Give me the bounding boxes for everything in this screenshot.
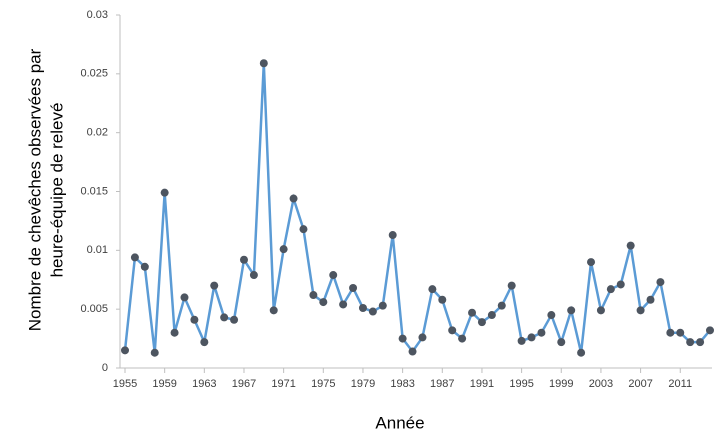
point xyxy=(140,262,149,271)
point xyxy=(249,271,258,280)
y-tick-label: 0.01 xyxy=(87,244,108,256)
x-tick-label: 1999 xyxy=(549,378,573,390)
x-tick-label: 1971 xyxy=(271,378,295,390)
y-axis-label: heure-équipe de relevé xyxy=(47,103,66,278)
point xyxy=(349,283,358,292)
point xyxy=(269,306,278,315)
point xyxy=(547,311,556,320)
x-tick-label: 2011 xyxy=(668,378,692,390)
point xyxy=(220,313,229,322)
point xyxy=(299,225,308,234)
point xyxy=(507,281,516,290)
point xyxy=(329,271,338,280)
point xyxy=(458,334,467,343)
point xyxy=(567,306,576,315)
point xyxy=(557,338,566,347)
point xyxy=(200,338,209,347)
point xyxy=(636,306,645,315)
point xyxy=(527,333,536,342)
point xyxy=(339,300,348,309)
y-tick-label: 0.015 xyxy=(80,185,108,197)
point xyxy=(587,258,596,267)
point xyxy=(428,285,437,294)
x-tick-label: 1995 xyxy=(509,378,533,390)
y-tick-label: 0.02 xyxy=(87,127,108,139)
x-tick-label: 1959 xyxy=(152,378,176,390)
point xyxy=(706,326,714,335)
point xyxy=(190,315,199,324)
point xyxy=(210,281,219,290)
point xyxy=(477,318,486,327)
point xyxy=(309,291,318,300)
point xyxy=(448,326,457,335)
point xyxy=(319,298,328,307)
point xyxy=(646,295,655,304)
point xyxy=(408,347,417,356)
series-line xyxy=(123,63,711,354)
x-tick-label: 1983 xyxy=(390,378,414,390)
point xyxy=(388,231,397,240)
point xyxy=(517,336,526,345)
point xyxy=(468,308,477,317)
point xyxy=(666,328,675,337)
x-tick-label: 1979 xyxy=(351,378,375,390)
point xyxy=(696,338,705,347)
point xyxy=(676,328,685,337)
point xyxy=(230,315,239,324)
point xyxy=(130,253,139,262)
point xyxy=(686,338,695,347)
point xyxy=(160,188,169,197)
point xyxy=(596,306,605,315)
point xyxy=(606,285,615,294)
point xyxy=(121,346,129,355)
point xyxy=(577,348,586,357)
point xyxy=(616,280,625,289)
y-tick-label: 0.025 xyxy=(80,68,108,80)
point xyxy=(259,59,268,68)
y-axis-label: Nombre de chevêches observées par xyxy=(25,48,44,331)
x-tick-label: 1967 xyxy=(232,378,256,390)
x-tick-label: 1987 xyxy=(430,378,454,390)
x-tick-label: 2007 xyxy=(628,378,652,390)
x-tick-label: 1991 xyxy=(470,378,494,390)
y-tick-label: 0 xyxy=(102,362,108,374)
x-axis-label: Année xyxy=(375,413,424,432)
point xyxy=(438,295,447,304)
point xyxy=(418,333,427,342)
point xyxy=(358,303,367,312)
y-tick-label: 0.005 xyxy=(80,303,108,315)
point xyxy=(180,293,189,302)
point xyxy=(497,301,506,310)
point xyxy=(626,241,635,250)
point xyxy=(398,334,407,343)
point xyxy=(239,255,248,264)
point xyxy=(368,307,377,316)
y-tick-label: 0.03 xyxy=(87,9,108,21)
point xyxy=(289,194,298,203)
point xyxy=(656,278,665,287)
point xyxy=(378,301,387,310)
point xyxy=(279,245,288,254)
x-tick-label: 1975 xyxy=(311,378,335,390)
x-tick-label: 1963 xyxy=(192,378,216,390)
point xyxy=(537,328,546,337)
x-tick-label: 1955 xyxy=(113,378,137,390)
point xyxy=(487,311,496,320)
point xyxy=(150,348,159,357)
x-tick-label: 2003 xyxy=(589,378,613,390)
point xyxy=(170,328,179,337)
